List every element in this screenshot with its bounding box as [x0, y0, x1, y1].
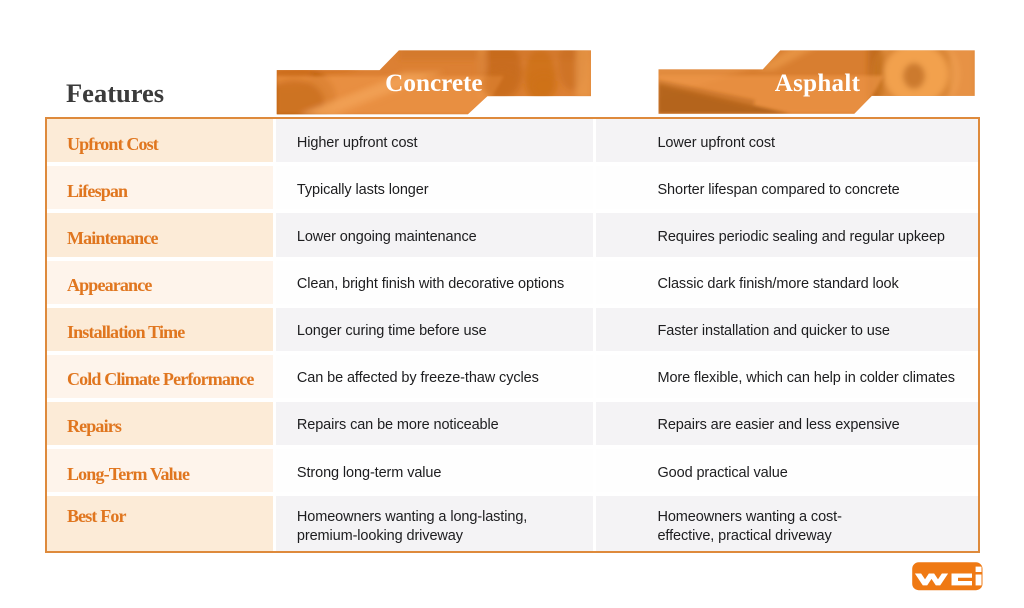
svg-text:Concrete: Concrete	[385, 70, 482, 97]
svg-text:Asphalt: Asphalt	[775, 70, 861, 97]
